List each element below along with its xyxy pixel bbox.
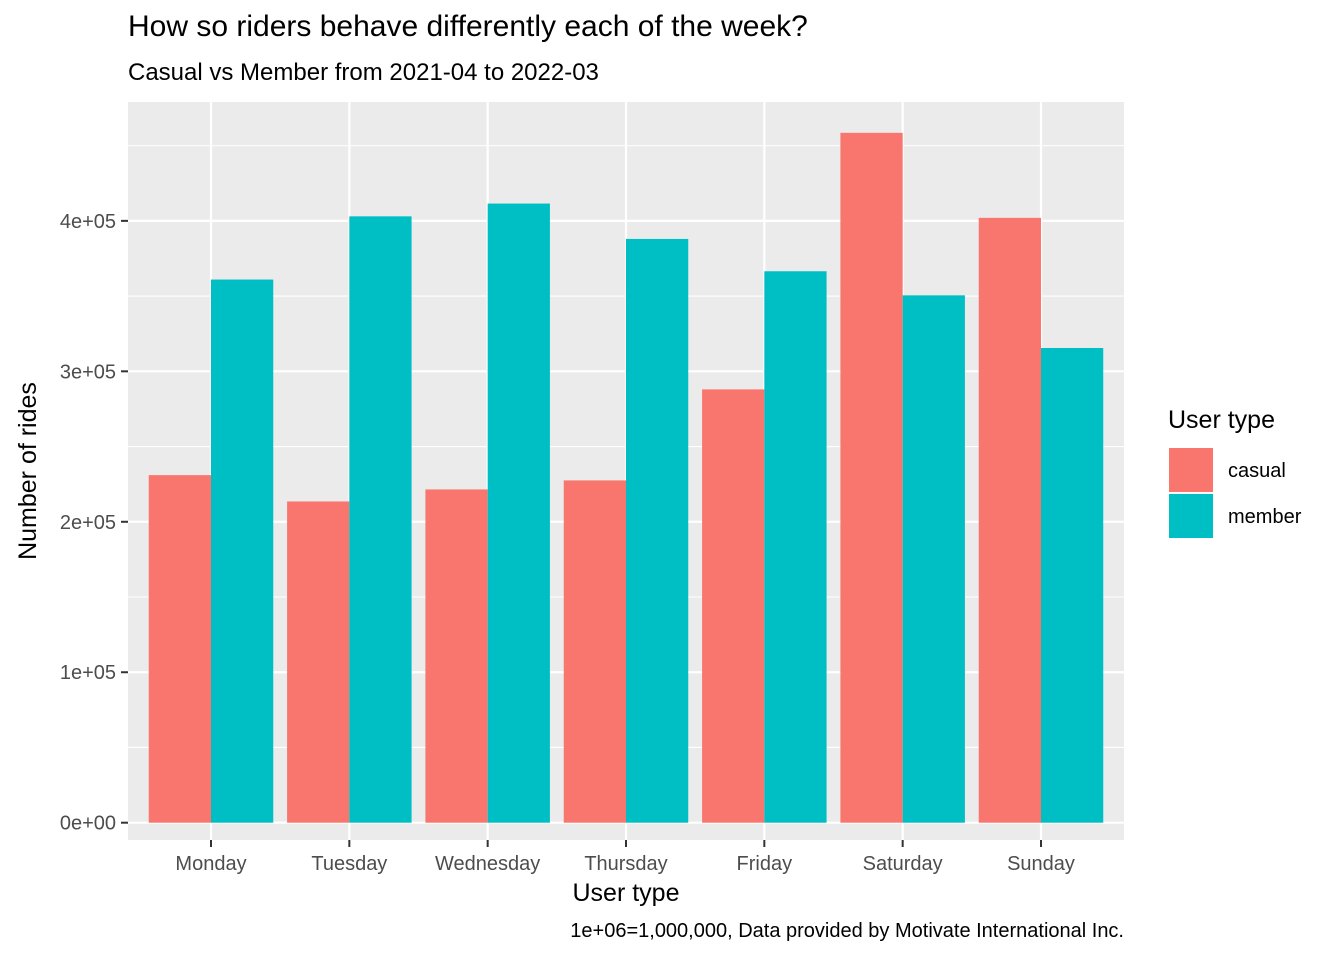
y-tick-label: 2e+05 — [60, 512, 116, 534]
bar-member-saturday — [902, 295, 965, 823]
x-tick-label: Tuesday — [311, 853, 387, 875]
legend-key-casual — [1167, 446, 1215, 494]
x-tick-label: Thursday — [584, 853, 667, 875]
bar-member-wednesday — [487, 203, 550, 823]
legend-label-casual: casual — [1228, 460, 1286, 482]
x-tick-label: Monday — [175, 853, 246, 875]
bar-member-friday — [764, 271, 827, 823]
x-axis: Monday Tuesday Wednesday Thursday Friday Satu… — [175, 840, 1075, 875]
legend-label-member: member — [1228, 506, 1302, 528]
bar-member-sunday — [1041, 348, 1104, 823]
bar-casual-thursday — [563, 480, 626, 823]
chart-caption: 1e+06=1,000,000, Data provided by Motiva… — [570, 920, 1124, 942]
legend-key-member — [1167, 492, 1215, 540]
y-axis: 0e+00 1e+05 2e+05 3e+05 4e+05 — [60, 211, 128, 835]
chart-title: How so riders behave differently each of… — [128, 10, 808, 43]
legend: User type casual member — [1167, 406, 1302, 540]
x-tick-label: Friday — [737, 853, 793, 875]
bar-member-monday — [211, 279, 274, 823]
y-tick-label: 3e+05 — [60, 361, 116, 383]
bars-group — [148, 132, 1104, 823]
x-tick-label: Sunday — [1007, 853, 1075, 875]
chart-subtitle: Casual vs Member from 2021-04 to 2022-03 — [128, 59, 599, 86]
x-tick-label: Wednesday — [435, 853, 540, 875]
y-tick-label: 0e+00 — [60, 813, 116, 835]
y-tick-label: 4e+05 — [60, 211, 116, 233]
y-axis-title: Number of rides — [14, 382, 42, 560]
legend-title: User type — [1168, 406, 1275, 434]
bar-casual-wednesday — [425, 489, 488, 823]
bar-casual-sunday — [978, 217, 1041, 823]
bar-casual-friday — [702, 389, 765, 823]
y-tick-label: 1e+05 — [60, 662, 116, 684]
bar-member-thursday — [626, 238, 689, 823]
x-tick-label: Saturday — [863, 853, 943, 875]
bar-member-tuesday — [349, 216, 412, 823]
bar-casual-saturday — [840, 132, 903, 823]
x-axis-title: User type — [573, 879, 680, 907]
bar-casual-tuesday — [287, 501, 350, 823]
bar-casual-monday — [148, 475, 211, 823]
